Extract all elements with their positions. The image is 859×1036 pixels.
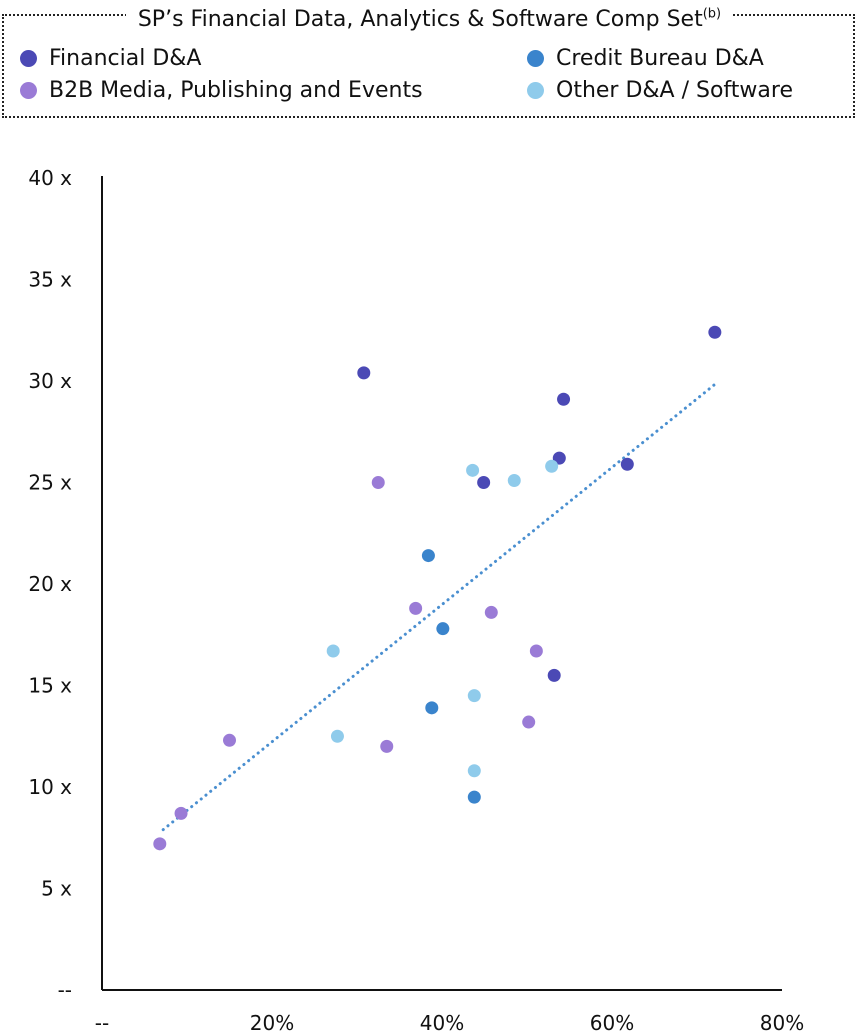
legend-title-text: SP’s Financial Data, Analytics & Softwar… <box>137 7 703 33</box>
data-point-series-1 <box>421 549 435 563</box>
legend-item-financial: Financial D&A <box>20 45 201 73</box>
financial-dot-icon <box>20 50 37 67</box>
legend-label: Other D&A / Software <box>556 78 793 103</box>
y-tick-label: 25 x <box>28 471 72 495</box>
data-point-series-0 <box>552 451 566 465</box>
legend-title: SP’s Financial Data, Analytics & Softwar… <box>0 0 859 35</box>
data-point-series-1 <box>467 790 481 804</box>
credit-bureau-dot-icon <box>527 50 544 67</box>
data-point-series-1 <box>425 701 439 715</box>
data-point-series-0 <box>708 325 722 339</box>
y-tick-label: 5 x <box>41 877 72 901</box>
y-tick-label: 20 x <box>28 572 72 596</box>
legend-title-footnote: (b) <box>702 7 722 22</box>
y-tick-label: 40 x <box>28 166 72 190</box>
data-point-series-3 <box>326 644 340 658</box>
data-point-series-3 <box>507 473 521 487</box>
data-point-series-2 <box>371 476 385 489</box>
data-point-series-0 <box>620 457 634 471</box>
data-point-series-2 <box>174 806 188 820</box>
data-point-series-2 <box>522 715 536 729</box>
other-software-dot-icon <box>527 82 544 99</box>
data-point-series-3 <box>467 764 481 778</box>
data-point-series-0 <box>357 366 371 380</box>
data-point-series-0 <box>477 476 491 489</box>
data-point-series-2 <box>153 837 167 851</box>
y-tick-label: 15 x <box>28 674 72 698</box>
legend-label: B2B Media, Publishing and Events <box>49 78 423 103</box>
y-tick-label: 35 x <box>28 268 72 292</box>
data-point-series-0 <box>557 392 571 406</box>
y-tick-label: -- <box>58 978 72 1002</box>
legend-label: Financial D&A <box>49 46 202 71</box>
y-tick-label: 10 x <box>28 775 72 799</box>
data-point-series-0 <box>547 668 561 682</box>
x-tick-label: 40% <box>420 1011 464 1035</box>
legend-label: Credit Bureau D&A <box>556 46 764 71</box>
data-point-series-2 <box>223 733 236 747</box>
x-tick-label: 60% <box>590 1011 634 1035</box>
legend-item-credit-bureau: Credit Bureau D&A <box>527 45 764 73</box>
data-point-series-2 <box>380 739 394 753</box>
x-tick-label: 20% <box>250 1011 294 1035</box>
b2b-media-dot-icon <box>20 82 37 99</box>
data-point-series-3 <box>545 459 559 473</box>
data-point-series-2 <box>409 601 423 615</box>
data-point-series-2 <box>484 605 498 619</box>
y-tick-label: 30 x <box>28 369 72 393</box>
data-point-series-1 <box>436 622 450 636</box>
trendline <box>161 383 716 832</box>
data-point-series-3 <box>466 463 480 477</box>
data-point-series-3 <box>467 689 481 703</box>
x-tick-label: 80% <box>760 1011 804 1035</box>
data-point-series-3 <box>330 729 344 743</box>
data-point-series-2 <box>529 644 543 658</box>
legend-item-other-software: Other D&A / Software <box>527 77 793 105</box>
x-tick-label: -- <box>95 1011 109 1035</box>
legend-item-b2b-media: B2B Media, Publishing and Events <box>20 77 423 105</box>
